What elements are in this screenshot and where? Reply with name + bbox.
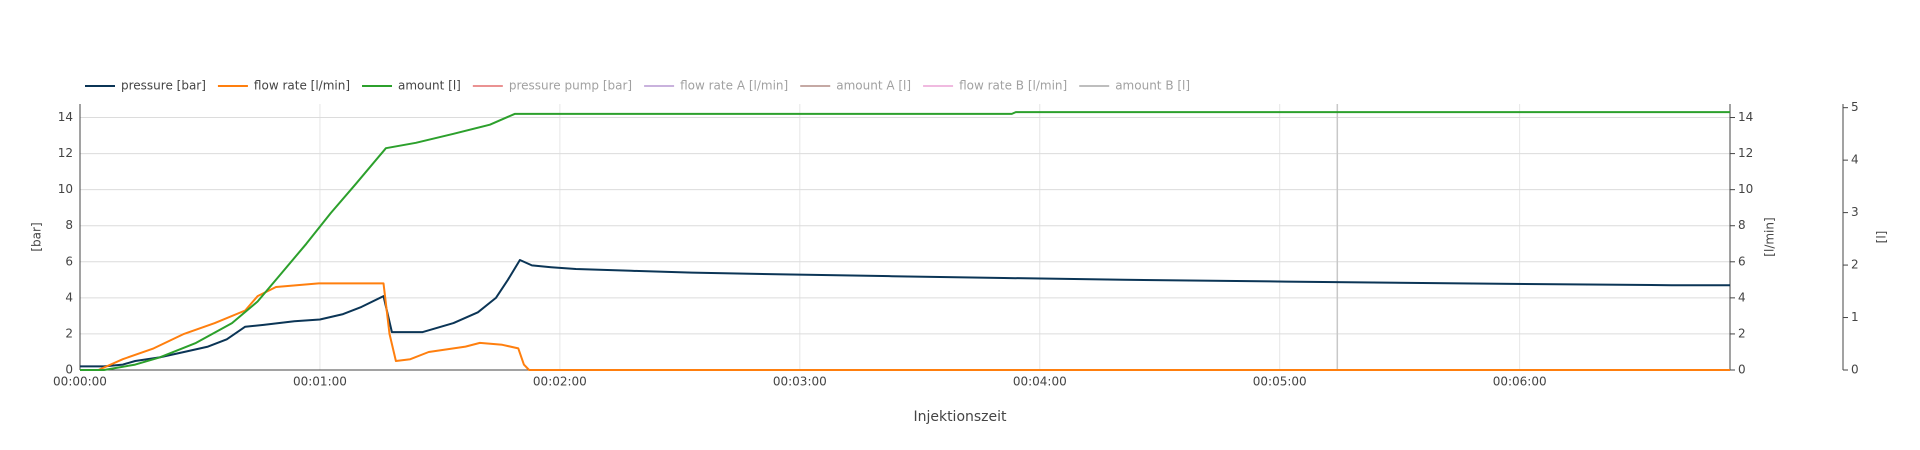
- legend-label: flow rate A [l/min]: [680, 79, 788, 93]
- legend-item[interactable]: amount [l]: [362, 79, 461, 93]
- legend-label: flow rate [l/min]: [254, 79, 350, 93]
- x-tick-label: 00:05:00: [1253, 375, 1307, 389]
- y3-tick-label: 1: [1851, 310, 1859, 324]
- legend-label: amount [l]: [398, 79, 461, 93]
- y2-tick-label: 4: [1738, 290, 1746, 304]
- legend-item[interactable]: flow rate A [l/min]: [644, 79, 788, 93]
- x-tick-label: 00:01:00: [293, 375, 347, 389]
- legend-item[interactable]: flow rate B [l/min]: [923, 79, 1067, 93]
- y2-tick-label: 14: [1738, 110, 1753, 124]
- y-axis-title: [bar]: [30, 222, 44, 251]
- y3-tick-label: 4: [1851, 153, 1859, 167]
- y-tick-label: 4: [65, 290, 73, 304]
- y2-tick-label: 6: [1738, 254, 1746, 268]
- y3-axis-title: [l]: [1875, 231, 1889, 244]
- x-axis-title: Injektionszeit: [913, 409, 1007, 425]
- legend-label: flow rate B [l/min]: [959, 79, 1067, 93]
- y-tick-label: 0: [65, 363, 73, 377]
- y-tick-label: 14: [58, 110, 73, 124]
- legend-item[interactable]: pressure pump [bar]: [472, 79, 632, 93]
- y3-tick-label: 3: [1851, 205, 1859, 219]
- legend-item[interactable]: flow rate [l/min]: [217, 79, 350, 93]
- x-tick-label: 00:00:00: [53, 375, 107, 389]
- y2-tick-label: 2: [1738, 326, 1746, 340]
- series-line: [80, 111, 1730, 371]
- x-tick-label: 00:02:00: [533, 375, 587, 389]
- legend-item[interactable]: pressure [bar]: [85, 79, 206, 93]
- y-tick-label: 10: [58, 182, 73, 196]
- legend-label: amount B [l]: [1115, 79, 1190, 93]
- y3-tick-label: 2: [1851, 258, 1859, 272]
- x-tick-label: 00:06:00: [1493, 375, 1547, 389]
- y-tick-label: 6: [65, 254, 73, 268]
- series-line: [80, 259, 1730, 368]
- y3-tick-label: 5: [1851, 100, 1859, 114]
- y2-tick-label: 10: [1738, 182, 1753, 196]
- y3-tick-label: 0: [1851, 363, 1859, 377]
- legend-label: amount A [l]: [836, 79, 911, 93]
- y2-tick-label: 0: [1738, 363, 1746, 377]
- legend-label: pressure pump [bar]: [509, 79, 632, 93]
- x-tick-label: 00:03:00: [773, 375, 827, 389]
- y2-axis-title: [l/min]: [1763, 217, 1777, 256]
- legend-item[interactable]: amount A [l]: [800, 79, 911, 93]
- legend-item[interactable]: amount B [l]: [1079, 79, 1190, 93]
- legend-label: pressure [bar]: [121, 79, 206, 93]
- y2-tick-label: 8: [1738, 218, 1746, 232]
- y2-tick-label: 12: [1738, 146, 1753, 160]
- series-line: [80, 282, 1730, 371]
- y-tick-label: 8: [65, 218, 73, 232]
- x-tick-label: 00:04:00: [1013, 375, 1067, 389]
- y-tick-label: 12: [58, 146, 73, 160]
- y-tick-label: 2: [65, 326, 73, 340]
